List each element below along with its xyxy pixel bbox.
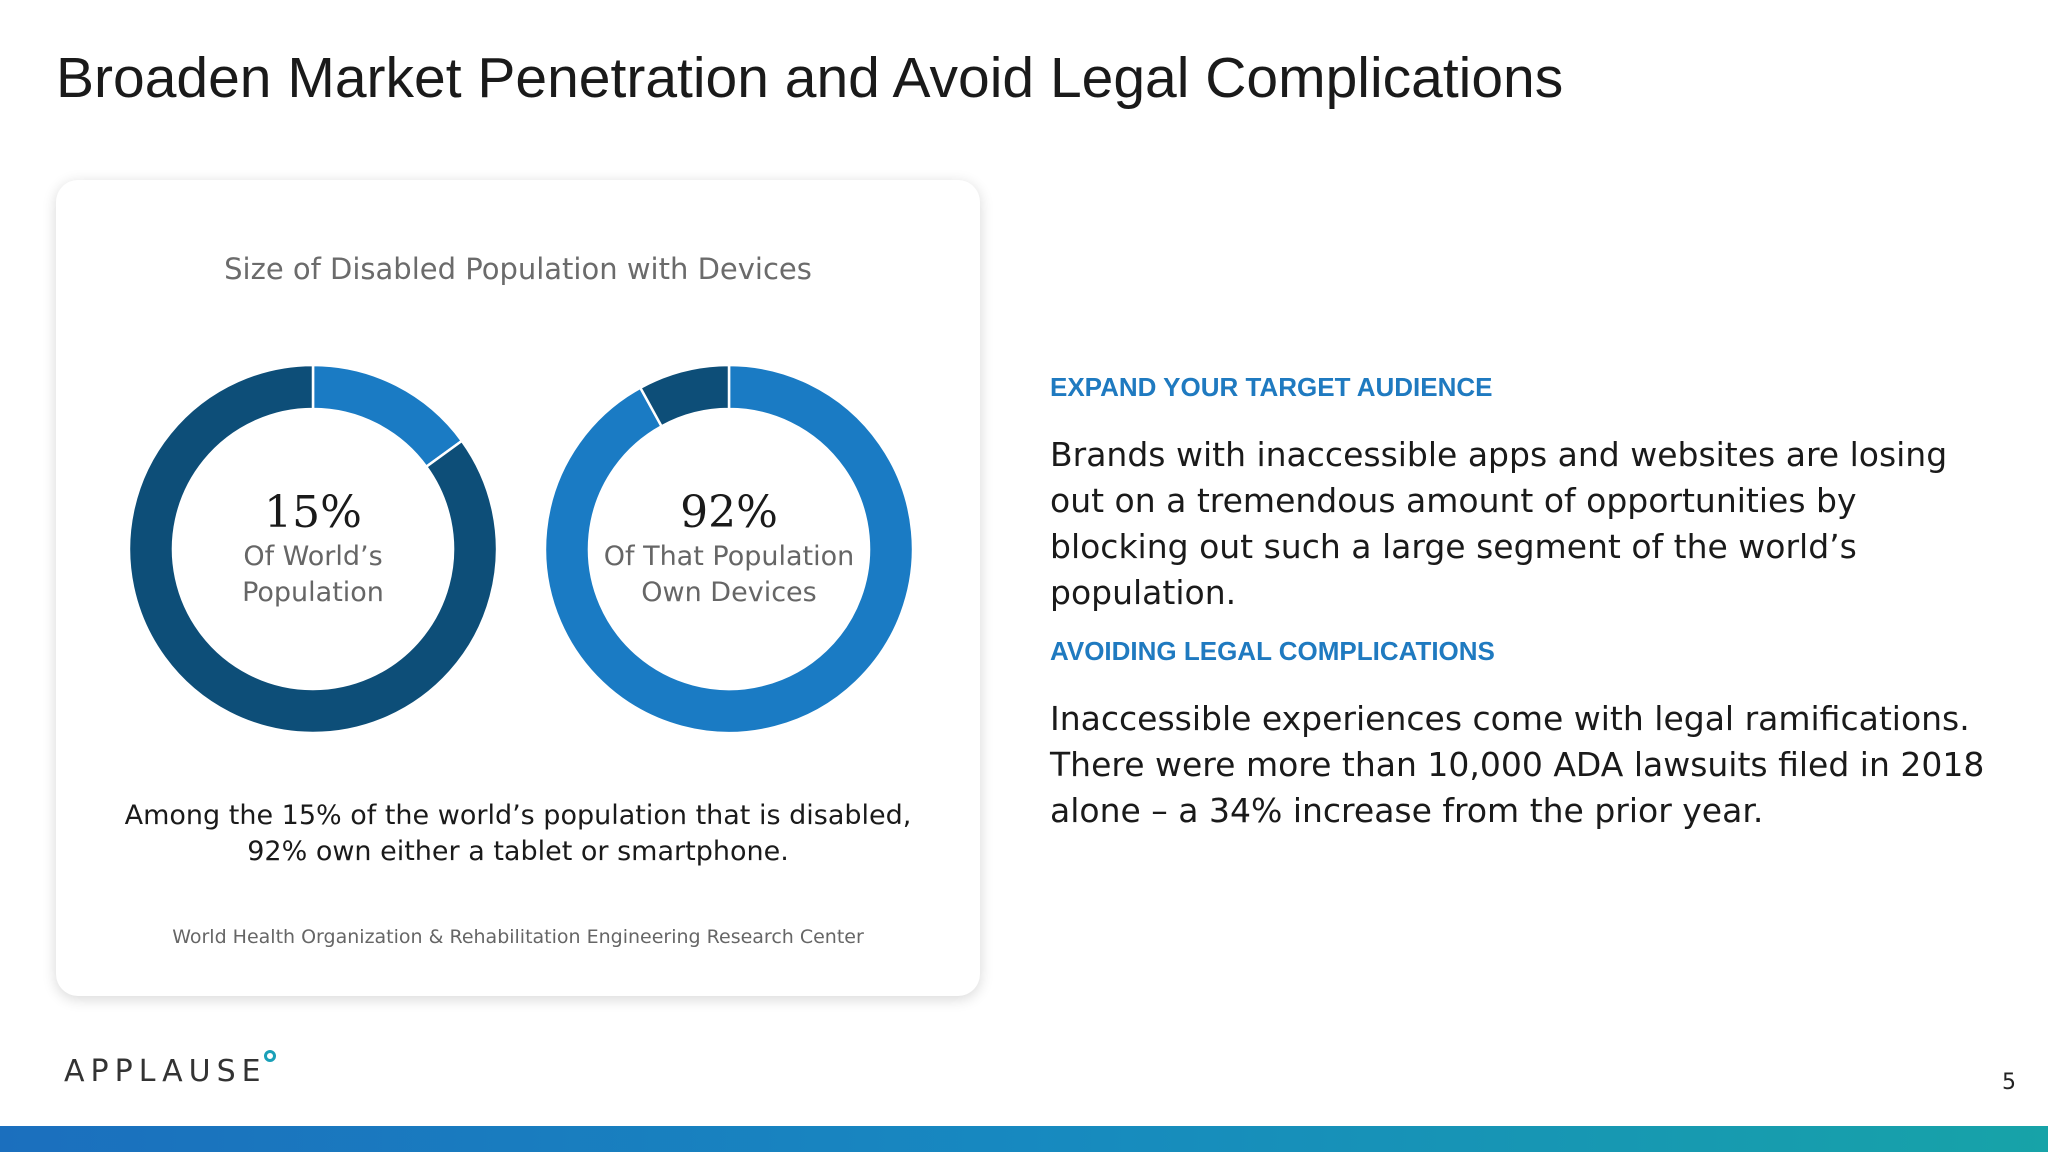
donut-slice-1 bbox=[128, 364, 498, 734]
donut-label: Of World’s Population bbox=[242, 541, 384, 608]
donut-svg bbox=[544, 364, 914, 734]
slide-title: Broaden Market Penetration and Avoid Leg… bbox=[56, 46, 1564, 110]
section-heading-legal: AVOIDING LEGAL COMPLICATIONS bbox=[1050, 636, 1495, 666]
section-body-legal: Inaccessible experiences come with legal… bbox=[1050, 699, 1985, 830]
chart-note: Among the 15% of the world’s population … bbox=[124, 800, 912, 867]
section-body-target-audience: Brands with inaccessible apps and websit… bbox=[1050, 435, 1948, 612]
section-heading-target-audience: EXPAND YOUR TARGET AUDIENCE bbox=[1050, 372, 1493, 402]
donut-chart-world-population: 15% Of World’s Population bbox=[128, 364, 498, 734]
donut-slice-0 bbox=[544, 364, 914, 734]
bottom-gradient-bar bbox=[0, 1126, 2048, 1152]
applause-logo: APPLAUSE bbox=[64, 1054, 267, 1089]
donut-center: 92% Of That Population Own Devices bbox=[544, 364, 914, 734]
chart-source: World Health Organization & Rehabilitati… bbox=[172, 926, 864, 948]
donut-label: Of That Population Own Devices bbox=[603, 541, 855, 608]
donut-slice-1 bbox=[638, 364, 731, 429]
chart-card: Size of Disabled Population with Devices… bbox=[56, 180, 980, 996]
donut-value: 15% bbox=[264, 487, 362, 538]
donut-chart-device-ownership: 92% Of That Population Own Devices bbox=[544, 364, 914, 734]
donut-center: 15% Of World’s Population bbox=[128, 364, 498, 734]
logo-ring-icon bbox=[264, 1050, 276, 1062]
donut-value: 92% bbox=[680, 487, 778, 538]
donut-svg bbox=[128, 364, 498, 734]
page-number: 5 bbox=[2002, 1070, 2016, 1095]
chart-title: Size of Disabled Population with Devices bbox=[224, 252, 812, 286]
